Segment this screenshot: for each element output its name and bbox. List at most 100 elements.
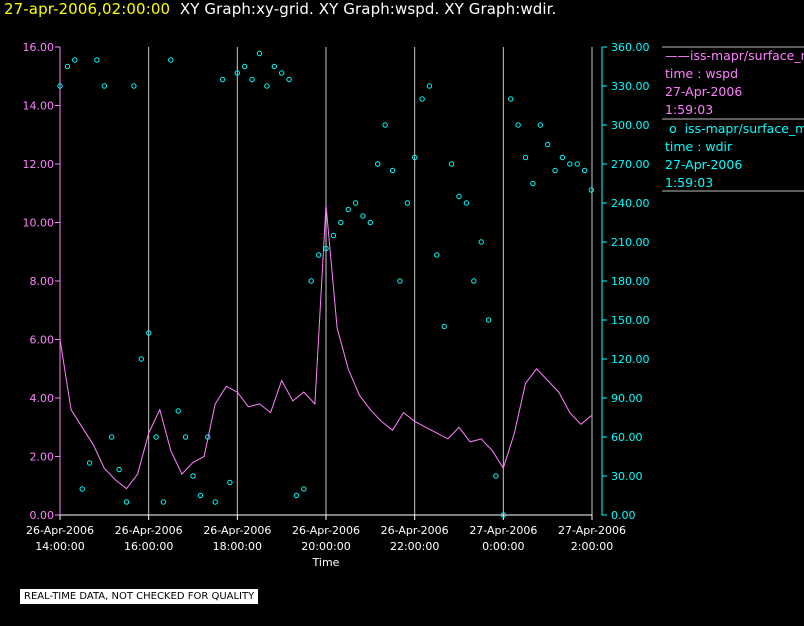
y-right-tick-label: 210.00 — [611, 236, 650, 249]
y-right-tick-label: 270.00 — [611, 158, 650, 171]
legend-wdir-source: o iss-mapr/surface_m — [665, 121, 804, 136]
wdir-point — [382, 122, 388, 128]
wdir-point — [522, 154, 529, 161]
chart-title: 27-apr-2006,02:00:00 XY Graph:xy-grid. X… — [4, 0, 556, 18]
wdir-point — [412, 154, 418, 161]
wdir-point — [567, 161, 573, 167]
wdir-point — [441, 323, 447, 330]
y-right-tick-label: 120.00 — [611, 353, 650, 366]
legend-wspd-var: time : wspd — [665, 66, 739, 81]
wdir-point — [109, 434, 115, 440]
wdir-point — [360, 213, 366, 219]
wdir-point — [434, 252, 440, 258]
wdir-point — [279, 70, 285, 76]
wdir-point — [508, 96, 514, 102]
wdir-point — [515, 122, 521, 128]
legend-wspd-date: 27-Apr-2006 — [665, 84, 743, 99]
y-left-tick-label: 12.00 — [23, 158, 55, 171]
vertical-grid — [148, 47, 593, 515]
legend-wspd-time: 1:59:03 — [665, 102, 714, 117]
wdir-point — [493, 473, 499, 479]
axes: 0.00 2.00 4.00 6.00 8.00 10.00 12.00 14.00 16.00… — [23, 41, 650, 569]
x-tick-label-date: 26-Apr-2006 — [26, 524, 94, 537]
y-right-tick-label: 180.00 — [611, 275, 650, 288]
wdir-point — [293, 492, 300, 499]
wdir-point — [264, 83, 270, 89]
x-tick-label-date: 27-Apr-2006 — [558, 524, 626, 537]
legend-wspd: ——iss-mapr/surface_m time : wspd 27-Apr-… — [665, 47, 804, 119]
x-tick-label-date: 26-Apr-2006 — [115, 524, 183, 537]
wdir-point — [471, 278, 477, 284]
wdir-point — [588, 187, 594, 193]
wdir-point — [242, 63, 248, 70]
wdir-point — [116, 466, 122, 473]
y-right-tick-label: 150.00 — [611, 314, 650, 327]
wdir-point — [205, 434, 211, 440]
wdir-point — [271, 63, 277, 70]
wdir-point — [94, 57, 100, 63]
wdir-point — [190, 473, 196, 479]
title-text: XY Graph:xy-grid. XY Graph:wspd. XY Grap… — [179, 0, 557, 18]
wdir-point — [256, 50, 263, 57]
wdir-point — [389, 167, 396, 174]
y-left-tick-label: 16.00 — [23, 41, 55, 54]
x-tick-label-time: 20:00:00 — [301, 540, 350, 553]
wdir-point — [79, 486, 85, 492]
y-left-tick-label: 6.00 — [30, 334, 55, 347]
wdir-point — [367, 219, 373, 226]
y-left-tick-label: 2.00 — [30, 451, 55, 464]
wdir-point — [160, 499, 167, 505]
wdir-point — [146, 330, 152, 336]
wdir-point — [212, 499, 218, 505]
wdir-point — [249, 76, 255, 83]
wdir-point — [323, 245, 329, 252]
legend-wdir-time: 1:59:03 — [665, 175, 714, 190]
wdir-point — [301, 486, 307, 492]
wdir-point — [537, 122, 543, 128]
y-right-tick-label: 240.00 — [611, 197, 650, 210]
wdir-point — [72, 57, 78, 63]
y-left-tick-label: 8.00 — [30, 275, 55, 288]
x-tick-label-time: 0:00:00 — [482, 540, 524, 553]
wdir-point — [559, 154, 566, 161]
wdir-point — [404, 200, 410, 206]
wdir-point — [315, 252, 322, 258]
wdir-point — [101, 83, 108, 89]
x-tick-label-time: 16:00:00 — [124, 540, 173, 553]
y-right-tick-label: 30.00 — [611, 470, 643, 483]
x-tick-label-date: 26-Apr-2006 — [203, 524, 271, 537]
wdir-point — [123, 499, 130, 505]
legend-wdir-var: time : wdir — [665, 139, 733, 154]
wdir-point — [308, 278, 314, 284]
legend-wspd-source: ——iss-mapr/surface_m — [665, 48, 804, 63]
wdir-point — [131, 83, 137, 89]
legend-wdir-swatch: o — [665, 121, 685, 136]
y-left-tick-label: 10.00 — [23, 217, 55, 230]
wspd-line — [59, 204, 592, 490]
wdir-point — [197, 492, 204, 499]
wdir-point — [419, 96, 425, 102]
wdir-point — [168, 57, 174, 63]
wdir-point — [375, 161, 381, 167]
quality-notice: REAL-TIME DATA, NOT CHECKED FOR QUALITY — [20, 589, 259, 604]
legend-wdir-date: 27-Apr-2006 — [665, 157, 743, 172]
wdir-point — [153, 434, 159, 440]
y-right-tick-label: 360.00 — [611, 41, 650, 54]
y-right-tick-label: 300.00 — [611, 119, 650, 132]
x-axis-label: Time — [312, 556, 340, 569]
wdir-point — [478, 239, 484, 245]
wdir-point — [485, 317, 492, 323]
wdir-point — [138, 356, 145, 362]
x-tick-label-date: 26-Apr-2006 — [381, 524, 449, 537]
wdir-point — [345, 206, 351, 213]
wdir-point — [330, 232, 337, 239]
y-right-tick-label: 90.00 — [611, 392, 643, 405]
x-tick-label-time: 18:00:00 — [213, 540, 262, 553]
wdir-point — [352, 200, 359, 206]
wdir-point — [338, 219, 344, 226]
x-tick-label-time: 22:00:00 — [390, 540, 439, 553]
wdir-point — [397, 278, 403, 284]
wdir-point — [574, 161, 580, 167]
wdir-point — [175, 408, 181, 414]
